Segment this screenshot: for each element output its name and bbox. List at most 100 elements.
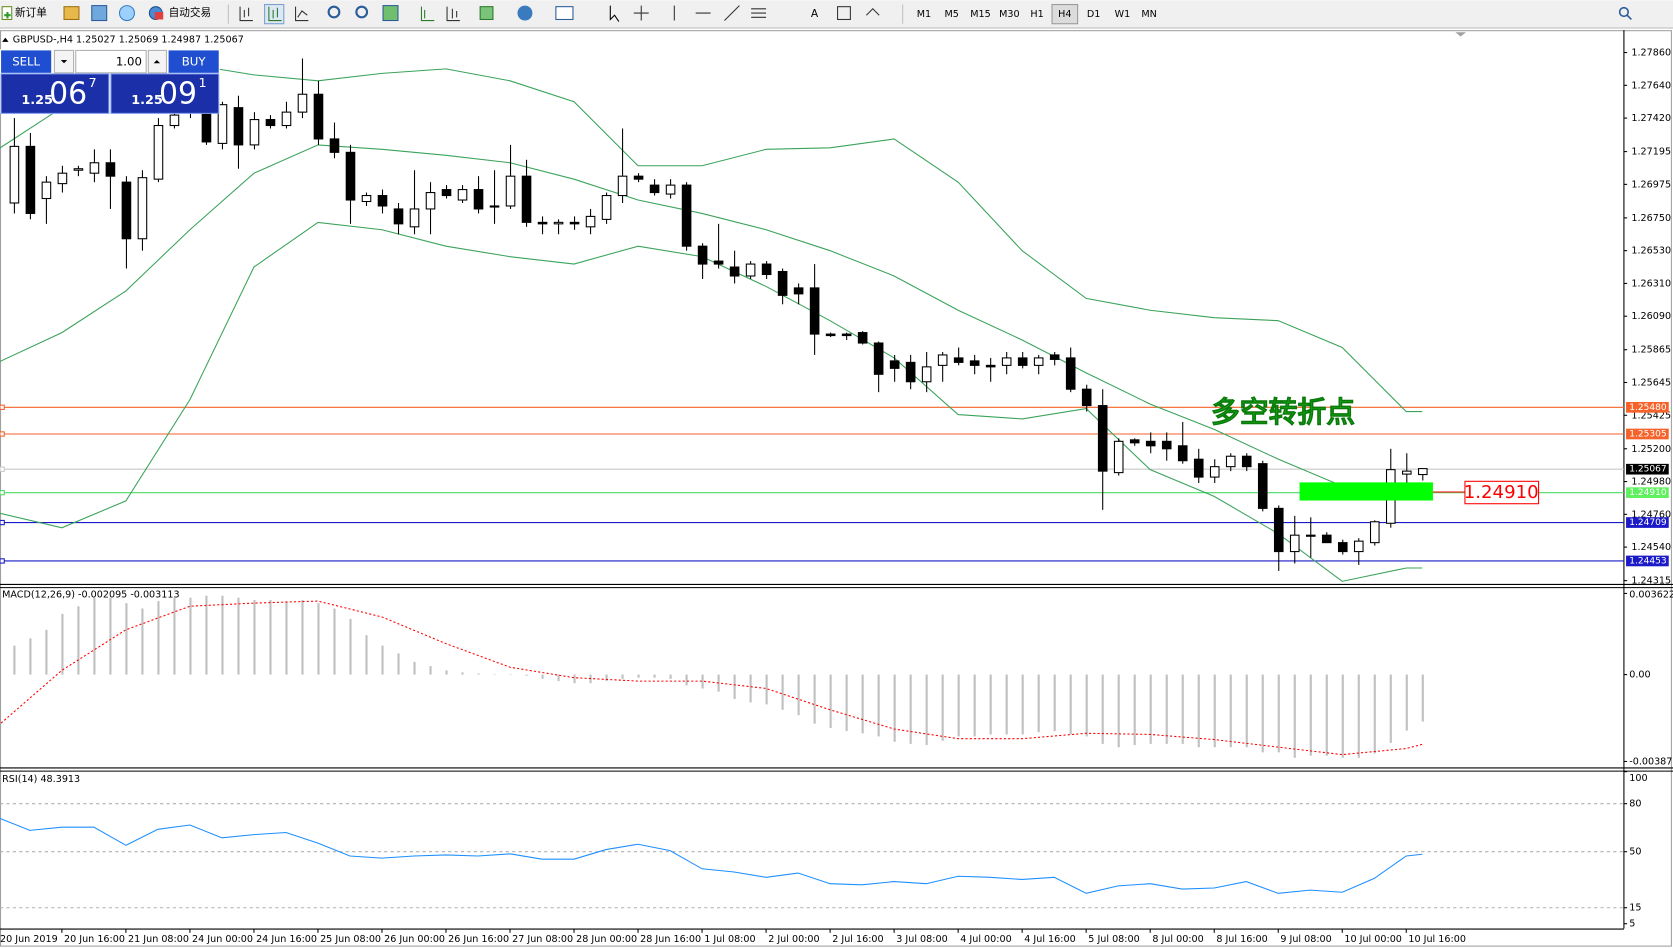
lots-input[interactable] [75, 49, 147, 74]
price-tick-label: 1.27420 [1631, 113, 1671, 124]
candle-body [1289, 534, 1300, 553]
level-label-box [1626, 487, 1669, 499]
candle-body [1033, 357, 1044, 366]
candle-body [793, 287, 804, 295]
price-tick-label: 1.24315 [1631, 576, 1671, 587]
candle-body [1321, 534, 1332, 544]
level-label: 1.25480 [1629, 403, 1667, 413]
level-callout: 1.24910 [1464, 482, 1539, 503]
level-handle [0, 490, 5, 496]
timeframe-label: D1 [1087, 9, 1101, 20]
chart-frame [0, 30, 1672, 947]
candle-body [265, 119, 276, 127]
icon[interactable] [517, 5, 533, 21]
bid-point: 7 [89, 76, 97, 91]
level-label-box [1626, 463, 1669, 475]
timeframe-label: H1 [1030, 9, 1043, 20]
price-tick-label: 1.24760 [1631, 509, 1671, 520]
candle-body [857, 332, 868, 344]
shift-marker [1455, 32, 1467, 37]
icon[interactable] [837, 6, 851, 21]
level-highlight [1299, 482, 1433, 501]
icon[interactable] [865, 8, 880, 16]
candle-body [1097, 405, 1108, 472]
new-order-button[interactable]: 新订单 [1, 6, 47, 21]
price-tick-label: 1.25645 [1631, 377, 1671, 388]
icon[interactable] [633, 5, 649, 21]
search-icon[interactable] [1618, 6, 1629, 18]
button-label: 新订单 [15, 6, 47, 19]
candle-body [617, 175, 628, 197]
timeframe-button[interactable] [1051, 4, 1079, 25]
icon[interactable] [327, 5, 341, 19]
candle-body [1417, 468, 1428, 476]
macd-tick-label: 0.003622 [1629, 590, 1673, 601]
annotation: 多空转折点 [1211, 395, 1355, 429]
candle-body [249, 119, 260, 146]
ask-box[interactable] [110, 73, 220, 114]
time-label: 1 Jul 08:00 [704, 934, 755, 945]
bid-box[interactable] [0, 73, 110, 114]
candle-body [889, 360, 900, 369]
candle-body [169, 114, 180, 127]
candle-body [409, 208, 420, 228]
rsi-tick-label: 5 [1629, 919, 1635, 930]
level-handle [0, 519, 5, 526]
candle-body [537, 221, 548, 225]
icon[interactable] [295, 6, 309, 22]
icon[interactable] [555, 6, 574, 21]
price-tick-label: 1.26750 [1631, 213, 1671, 224]
price-tick-label: 1.26310 [1631, 278, 1671, 289]
candle-body [217, 104, 228, 144]
candle-body [1369, 521, 1380, 544]
icon[interactable] [355, 5, 369, 19]
candle-body [1017, 357, 1028, 366]
icon[interactable] [63, 6, 80, 21]
candle-body [985, 364, 996, 368]
level-handle [0, 404, 5, 410]
rsi-label: RSI(14) 48.3913 [2, 774, 80, 785]
icon[interactable] [118, 5, 135, 22]
icon[interactable] [673, 5, 767, 21]
timeframe-label: MN [1141, 9, 1156, 20]
level-handle [0, 431, 5, 437]
buy-button[interactable] [168, 50, 219, 73]
icon[interactable] [91, 5, 108, 22]
candle-body [73, 168, 84, 171]
candle-body [1353, 540, 1364, 553]
icon[interactable]: A [811, 7, 819, 20]
macd-tick-label: 0.00 [1629, 670, 1650, 681]
candle-body [1225, 455, 1236, 468]
macd-signal [0, 600, 1423, 756]
icon[interactable] [446, 6, 460, 22]
icon[interactable] [479, 6, 494, 21]
time-label: 5 Jul 08:00 [1088, 934, 1139, 945]
candle-body [281, 111, 292, 127]
auto-trading-button[interactable]: 自动交易 [148, 6, 211, 21]
level-label: 1.24709 [1629, 518, 1667, 528]
time-label: 8 Jul 16:00 [1216, 934, 1267, 945]
candle-body [841, 333, 852, 337]
candle-body [297, 93, 308, 113]
sell-button[interactable] [1, 50, 52, 73]
candle-body [729, 266, 740, 277]
icon[interactable] [609, 5, 620, 22]
candle-body [89, 162, 100, 174]
header-icon [2, 37, 9, 42]
time-label: 2 Jul 16:00 [832, 934, 883, 945]
candle-body [377, 195, 388, 207]
timeframe-group: M1 M5 M15 M30 H1 H4 D1 W1 MN [917, 4, 1157, 25]
candle-body [905, 361, 916, 383]
icon[interactable] [382, 5, 399, 22]
level-label: 1.25067 [1629, 465, 1666, 475]
candle-body [825, 333, 836, 337]
macd-tick-label: -0.003877 [1629, 756, 1673, 767]
icon[interactable] [239, 6, 253, 22]
candle-body [873, 342, 884, 375]
ask-point: 1 [198, 76, 206, 91]
icon[interactable] [420, 6, 435, 22]
macd-label: MACD(12,26,9) -0.002095 -0.003113 [2, 590, 179, 601]
candle-body [569, 221, 580, 225]
candle-body [1001, 357, 1012, 366]
